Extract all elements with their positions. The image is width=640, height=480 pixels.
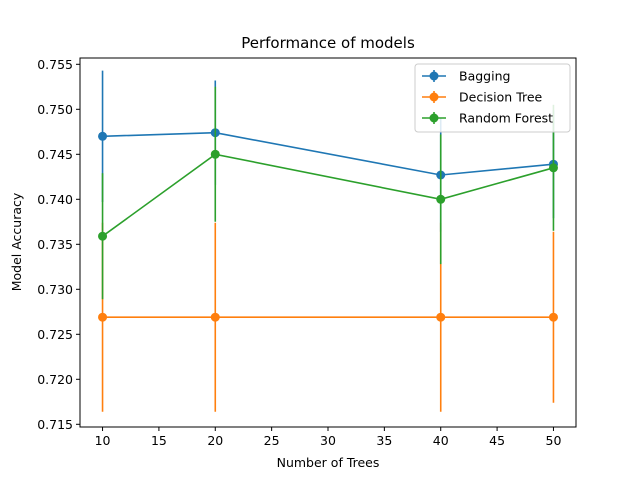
legend-label-decision-tree: Decision Tree	[459, 90, 543, 105]
y-tick-label: 0.725	[37, 327, 73, 342]
x-tick-label: 40	[433, 433, 449, 448]
legend-marker-bagging	[429, 71, 439, 81]
x-tick-label: 25	[264, 433, 280, 448]
random-forest-point	[436, 194, 446, 204]
x-tick-label: 45	[489, 433, 505, 448]
y-tick-label: 0.750	[37, 102, 73, 117]
bagging-point	[98, 131, 108, 141]
y-tick-label: 0.740	[37, 192, 73, 207]
legend-marker-random-forest	[429, 113, 439, 123]
random-forest-line	[102, 153, 554, 237]
decision-tree-point	[436, 312, 446, 322]
decision-tree-point	[98, 312, 108, 322]
chart-title: Performance of models	[241, 34, 415, 52]
y-axis-label: Model Accuracy	[9, 192, 24, 291]
legend-label-random-forest: Random Forest	[459, 111, 553, 126]
legend-marker-decision-tree	[429, 92, 439, 102]
decision-tree-point	[210, 312, 220, 322]
y-tick-label: 0.720	[37, 372, 73, 387]
random-forest-point	[98, 231, 108, 241]
series-decision-tree	[98, 222, 558, 412]
x-tick-label: 50	[546, 433, 562, 448]
plot-area	[98, 70, 558, 412]
x-tick-label: 30	[320, 433, 336, 448]
y-tick-label: 0.755	[37, 57, 73, 72]
y-tick-label: 0.745	[37, 147, 73, 162]
x-tick-label: 15	[151, 433, 167, 448]
y-tick-label: 0.735	[37, 237, 73, 252]
legend: Bagging Decision Tree Random Forest	[414, 63, 571, 133]
legend-label-bagging: Bagging	[459, 69, 510, 84]
random-forest-point	[210, 149, 220, 159]
legend-box	[414, 63, 571, 133]
decision-tree-point	[548, 312, 558, 322]
random-forest-point	[548, 163, 558, 173]
x-tick-label: 20	[207, 433, 223, 448]
x-tick-label: 35	[376, 433, 392, 448]
series-random-forest	[98, 86, 558, 300]
y-tick-label: 0.730	[37, 282, 73, 297]
bagging-line	[102, 131, 554, 176]
x-axis-label: Number of Trees	[277, 455, 380, 470]
y-tick-label: 0.715	[37, 417, 73, 432]
x-tick-label: 10	[95, 433, 111, 448]
